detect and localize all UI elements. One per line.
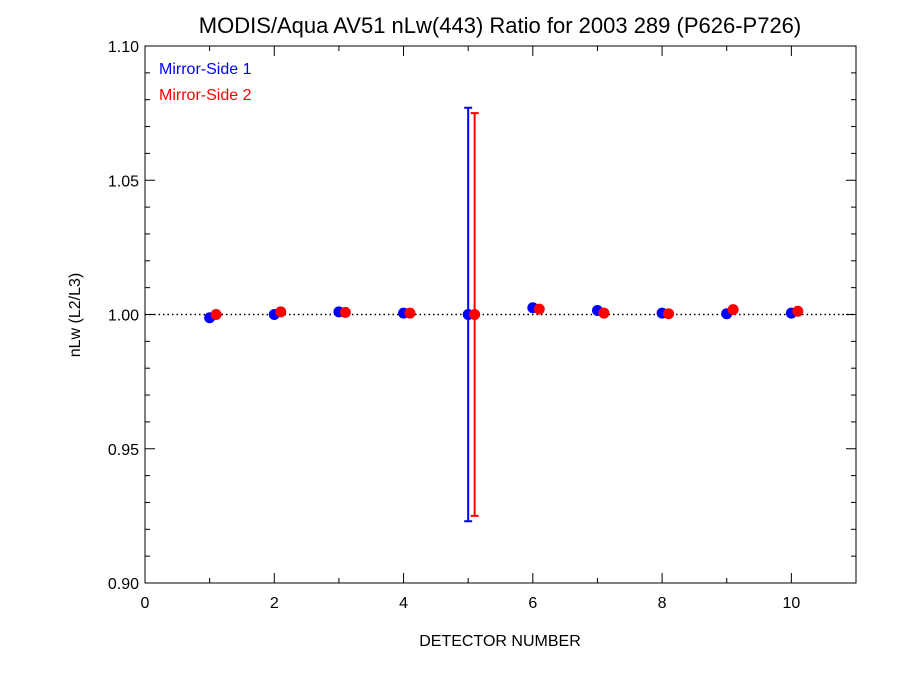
y-axis-label: nLw (L2/L3) bbox=[67, 273, 84, 358]
data-point bbox=[339, 306, 351, 318]
data-point bbox=[275, 306, 287, 318]
data-points bbox=[204, 302, 804, 324]
x-tick-label: 2 bbox=[270, 595, 279, 612]
ticks bbox=[144, 45, 857, 584]
tick-labels: 0 2 4 6 8 10 0.90 0.95 1.00 1.05 1.10 bbox=[108, 39, 801, 612]
legend-entry: Mirror-Side 1 bbox=[159, 61, 252, 78]
y-tick-label: 1.00 bbox=[108, 308, 139, 325]
data-point bbox=[727, 304, 739, 316]
data-point bbox=[469, 309, 481, 320]
x-tick-label: 6 bbox=[528, 595, 537, 612]
x-axis-label: DETECTOR NUMBER bbox=[419, 633, 581, 650]
data-point bbox=[598, 307, 610, 319]
x-tick-label: 0 bbox=[141, 595, 150, 612]
y-tick-label: 0.95 bbox=[108, 442, 139, 459]
x-tick-label: 10 bbox=[782, 595, 800, 612]
data-point bbox=[533, 303, 545, 315]
x-tick-label: 8 bbox=[658, 595, 667, 612]
legend: Mirror-Side 1 Mirror-Side 2 bbox=[159, 61, 252, 104]
y-tick-label: 1.05 bbox=[108, 173, 139, 190]
x-tick-label: 4 bbox=[399, 595, 408, 612]
y-tick-label: 1.10 bbox=[108, 39, 139, 56]
chart-title: MODIS/Aqua AV51 nLw(443) Ratio for 2003 … bbox=[199, 13, 802, 38]
data-point bbox=[663, 308, 675, 320]
y-tick-label: 0.90 bbox=[108, 576, 139, 593]
legend-entry: Mirror-Side 2 bbox=[159, 87, 252, 104]
data-point bbox=[792, 305, 804, 317]
data-point bbox=[404, 307, 416, 319]
data-point bbox=[210, 309, 222, 320]
